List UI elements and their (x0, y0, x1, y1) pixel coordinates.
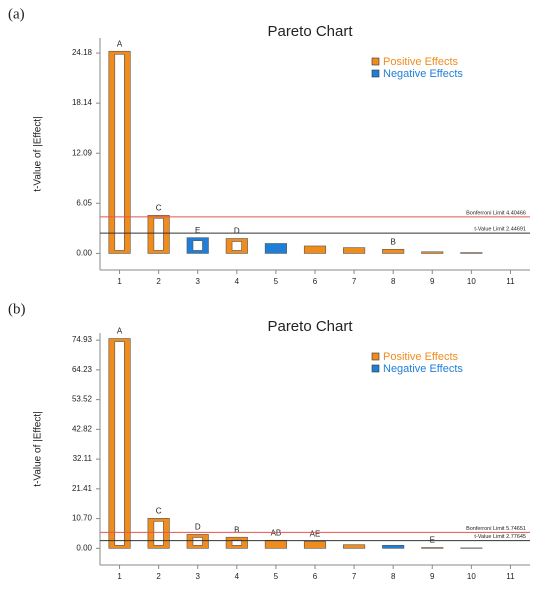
bar-label: B (391, 237, 396, 246)
y-tick-label: 24.18 (72, 48, 93, 57)
x-tick-label: 6 (313, 277, 318, 286)
y-axis-label: t-Value of |Effect| (33, 411, 44, 486)
chart-title: Pareto Chart (267, 23, 353, 40)
x-tick-label: 3 (196, 572, 201, 581)
bar-label: AB (271, 528, 282, 537)
x-tick-label: 10 (467, 277, 476, 286)
legend-swatch (371, 352, 380, 361)
bar-inner (192, 240, 203, 251)
x-tick-label: 11 (506, 277, 515, 286)
x-tick-label: 11 (506, 572, 515, 581)
y-tick-label: 53.52 (72, 395, 93, 404)
bar-label: E (195, 226, 200, 235)
legend-swatch (371, 364, 380, 373)
legend-label: Positive Effects (383, 56, 458, 68)
y-tick-label: 21.41 (72, 484, 93, 493)
bar (382, 544, 405, 549)
chart-title: Pareto Chart (267, 318, 353, 335)
x-tick-label: 4 (235, 572, 240, 581)
y-tick-label: 12.09 (72, 148, 93, 157)
bar-inner (114, 53, 125, 251)
bar-inner (192, 537, 203, 546)
x-tick-label: 1 (117, 277, 122, 286)
limit-label: Bonferroni Limit 5.74651 (466, 526, 526, 532)
bar (421, 547, 444, 549)
y-tick-label: 42.82 (72, 424, 93, 433)
bar (264, 539, 287, 549)
bar-label: B (234, 525, 239, 534)
y-tick-label: 32.11 (73, 454, 93, 463)
y-tick-label: 0.00 (76, 249, 92, 258)
bar (303, 541, 327, 549)
legend-label: Negative Effects (383, 68, 463, 80)
x-tick-label: 2 (156, 572, 161, 581)
bar (343, 544, 366, 549)
y-tick-label: 6.05 (76, 198, 92, 207)
x-tick-label: 6 (313, 572, 318, 581)
panel-label: (a) (8, 6, 25, 22)
bar-inner (114, 341, 125, 546)
x-tick-label: 5 (274, 572, 279, 581)
bar-label: A (117, 327, 123, 336)
x-tick-label: 7 (352, 572, 357, 581)
y-tick-label: 74.93 (72, 335, 93, 344)
x-tick-label: 7 (352, 277, 357, 286)
x-tick-label: 8 (391, 277, 396, 286)
x-tick-label: 5 (274, 277, 279, 286)
bar-label: AE (310, 529, 321, 538)
y-tick-label: 64.23 (72, 365, 93, 374)
panel-label: (b) (8, 301, 26, 317)
x-tick-label: 3 (196, 277, 201, 286)
limit-label: t-Value Limit 2.44691 (474, 227, 526, 233)
bar-label: D (234, 227, 240, 236)
bar (343, 247, 366, 254)
bar-label: E (430, 536, 435, 545)
bar-inner (153, 218, 164, 251)
bar-label: C (156, 506, 162, 515)
legend-swatch (371, 69, 380, 78)
y-tick-label: 10.70 (72, 514, 93, 523)
y-tick-label: 0.00 (76, 543, 92, 552)
x-tick-label: 2 (156, 277, 161, 286)
bar (460, 252, 483, 254)
x-tick-label: 1 (117, 572, 122, 581)
bar (303, 245, 327, 254)
legend-swatch (371, 57, 380, 66)
bar-label: C (156, 203, 162, 212)
bar (421, 251, 444, 254)
bar-inner (153, 521, 164, 546)
x-tick-label: 9 (430, 572, 435, 581)
legend-label: Positive Effects (383, 351, 458, 363)
bar (264, 243, 287, 254)
limit-label: Bonferroni Limit 4.40466 (466, 210, 526, 216)
legend-label: Negative Effects (383, 363, 463, 375)
bar-label: D (195, 523, 201, 532)
bar-inner (231, 241, 242, 251)
limit-label: t-Value Limit 2.77645 (474, 534, 526, 540)
x-tick-label: 9 (430, 277, 435, 286)
x-tick-label: 8 (391, 572, 396, 581)
bar (382, 248, 405, 254)
x-tick-label: 10 (467, 572, 476, 581)
x-tick-label: 4 (235, 277, 240, 286)
y-tick-label: 18.14 (72, 98, 93, 107)
bar-label: A (117, 39, 123, 48)
y-axis-label: t-Value of |Effect| (33, 116, 44, 191)
